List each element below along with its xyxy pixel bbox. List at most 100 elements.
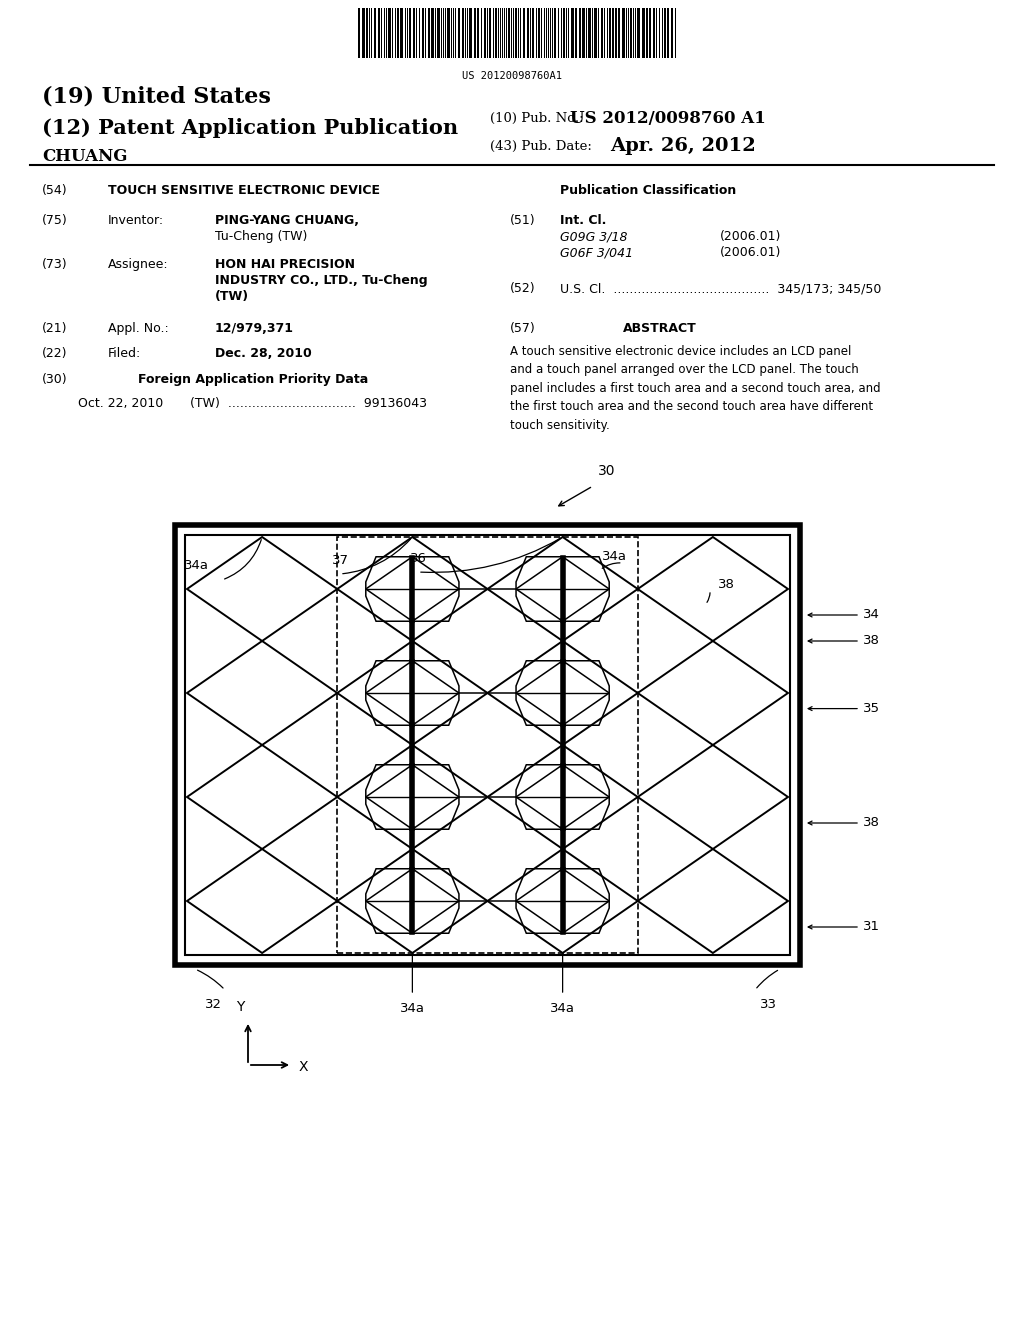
Bar	[630, 8, 632, 58]
Bar	[515, 8, 517, 58]
Bar	[484, 8, 486, 58]
Text: (30): (30)	[42, 374, 68, 385]
Text: 34: 34	[863, 609, 880, 622]
Text: 35: 35	[863, 702, 880, 715]
Bar	[397, 8, 399, 58]
Text: Int. Cl.: Int. Cl.	[560, 214, 606, 227]
Text: G06F 3/041: G06F 3/041	[560, 246, 633, 259]
Text: CHUANG: CHUANG	[42, 148, 128, 165]
Bar	[637, 8, 640, 58]
Bar	[413, 8, 415, 58]
Text: US 20120098760A1: US 20120098760A1	[462, 71, 562, 81]
Text: 33: 33	[760, 998, 777, 1011]
Text: U.S. Cl.  .......................................  345/173; 345/50: U.S. Cl. ...............................…	[560, 282, 882, 294]
Text: (19) United States: (19) United States	[42, 84, 271, 107]
Bar	[609, 8, 611, 58]
Bar	[175, 525, 800, 965]
Text: (73): (73)	[42, 257, 68, 271]
Bar	[358, 8, 360, 58]
Bar	[601, 8, 603, 58]
Text: Apr. 26, 2012: Apr. 26, 2012	[610, 137, 756, 154]
Bar	[588, 8, 591, 58]
Text: Inventor:: Inventor:	[108, 214, 164, 227]
Text: Tu-Cheng (TW): Tu-Cheng (TW)	[215, 230, 307, 243]
Bar	[582, 8, 585, 58]
Text: 38: 38	[863, 635, 880, 648]
Bar	[594, 8, 597, 58]
Text: A touch sensitive electronic device includes an LCD panel
and a touch panel arra: A touch sensitive electronic device incl…	[510, 345, 881, 432]
Text: (2006.01): (2006.01)	[720, 230, 781, 243]
Bar	[532, 8, 534, 58]
Text: TOUCH SENSITIVE ELECTRONIC DEVICE: TOUCH SENSITIVE ELECTRONIC DEVICE	[108, 183, 380, 197]
Text: Filed:: Filed:	[108, 347, 141, 360]
Bar	[495, 8, 497, 58]
Text: PING-YANG CHUANG,: PING-YANG CHUANG,	[215, 214, 359, 227]
Bar	[642, 8, 645, 58]
Bar	[579, 8, 581, 58]
Text: 31: 31	[863, 920, 880, 933]
Text: (51): (51)	[510, 214, 536, 227]
Bar	[358, 8, 678, 58]
Bar	[508, 8, 510, 58]
Bar	[523, 8, 525, 58]
Text: 34a: 34a	[602, 550, 627, 564]
Bar	[431, 8, 434, 58]
Bar	[664, 8, 666, 58]
Text: Oct. 22, 2010: Oct. 22, 2010	[78, 397, 163, 411]
Bar	[489, 8, 490, 58]
Bar	[575, 8, 577, 58]
Bar	[422, 8, 424, 58]
Text: (TW)  ................................  99136043: (TW) ................................ 99…	[190, 397, 427, 411]
Bar	[538, 8, 540, 58]
Bar	[447, 8, 450, 58]
Bar	[374, 8, 376, 58]
Text: 38: 38	[718, 578, 735, 591]
Text: (57): (57)	[510, 322, 536, 335]
Bar	[474, 8, 476, 58]
Text: 37: 37	[332, 554, 348, 568]
Bar	[615, 8, 617, 58]
Bar	[378, 8, 380, 58]
Text: (21): (21)	[42, 322, 68, 335]
Text: (2006.01): (2006.01)	[720, 246, 781, 259]
Text: ABSTRACT: ABSTRACT	[624, 322, 697, 335]
Text: HON HAI PRECISION: HON HAI PRECISION	[215, 257, 355, 271]
Bar	[618, 8, 620, 58]
Text: Foreign Application Priority Data: Foreign Application Priority Data	[138, 374, 369, 385]
Text: (43) Pub. Date:: (43) Pub. Date:	[490, 140, 592, 153]
Text: 38: 38	[863, 817, 880, 829]
Text: Dec. 28, 2010: Dec. 28, 2010	[215, 347, 311, 360]
Text: (22): (22)	[42, 347, 68, 360]
Text: Publication Classification: Publication Classification	[560, 183, 736, 197]
Bar	[185, 535, 790, 954]
Text: (75): (75)	[42, 214, 68, 227]
Text: 34a: 34a	[550, 1002, 575, 1015]
Text: 34a: 34a	[183, 558, 209, 572]
Text: Y: Y	[236, 1001, 244, 1014]
Text: 34a: 34a	[400, 1002, 425, 1015]
Bar	[477, 8, 479, 58]
Bar	[612, 8, 614, 58]
Bar	[462, 8, 464, 58]
Bar	[428, 8, 430, 58]
Bar	[563, 8, 565, 58]
Text: (52): (52)	[510, 282, 536, 294]
Text: US 2012/0098760 A1: US 2012/0098760 A1	[570, 110, 766, 127]
Bar	[649, 8, 651, 58]
Bar	[366, 8, 368, 58]
Bar	[458, 8, 460, 58]
Bar	[437, 8, 440, 58]
Bar	[571, 8, 574, 58]
Text: G09G 3/18: G09G 3/18	[560, 230, 628, 243]
Bar	[400, 8, 403, 58]
Text: (54): (54)	[42, 183, 68, 197]
Text: 12/979,371: 12/979,371	[215, 322, 294, 335]
Text: Appl. No.:: Appl. No.:	[108, 322, 169, 335]
Text: (10) Pub. No.:: (10) Pub. No.:	[490, 112, 584, 125]
Text: INDUSTRY CO., LTD., Tu-Cheng: INDUSTRY CO., LTD., Tu-Cheng	[215, 275, 428, 286]
Bar	[667, 8, 669, 58]
Bar	[469, 8, 472, 58]
Bar	[646, 8, 648, 58]
Text: 32: 32	[205, 998, 221, 1011]
Bar	[388, 8, 391, 58]
